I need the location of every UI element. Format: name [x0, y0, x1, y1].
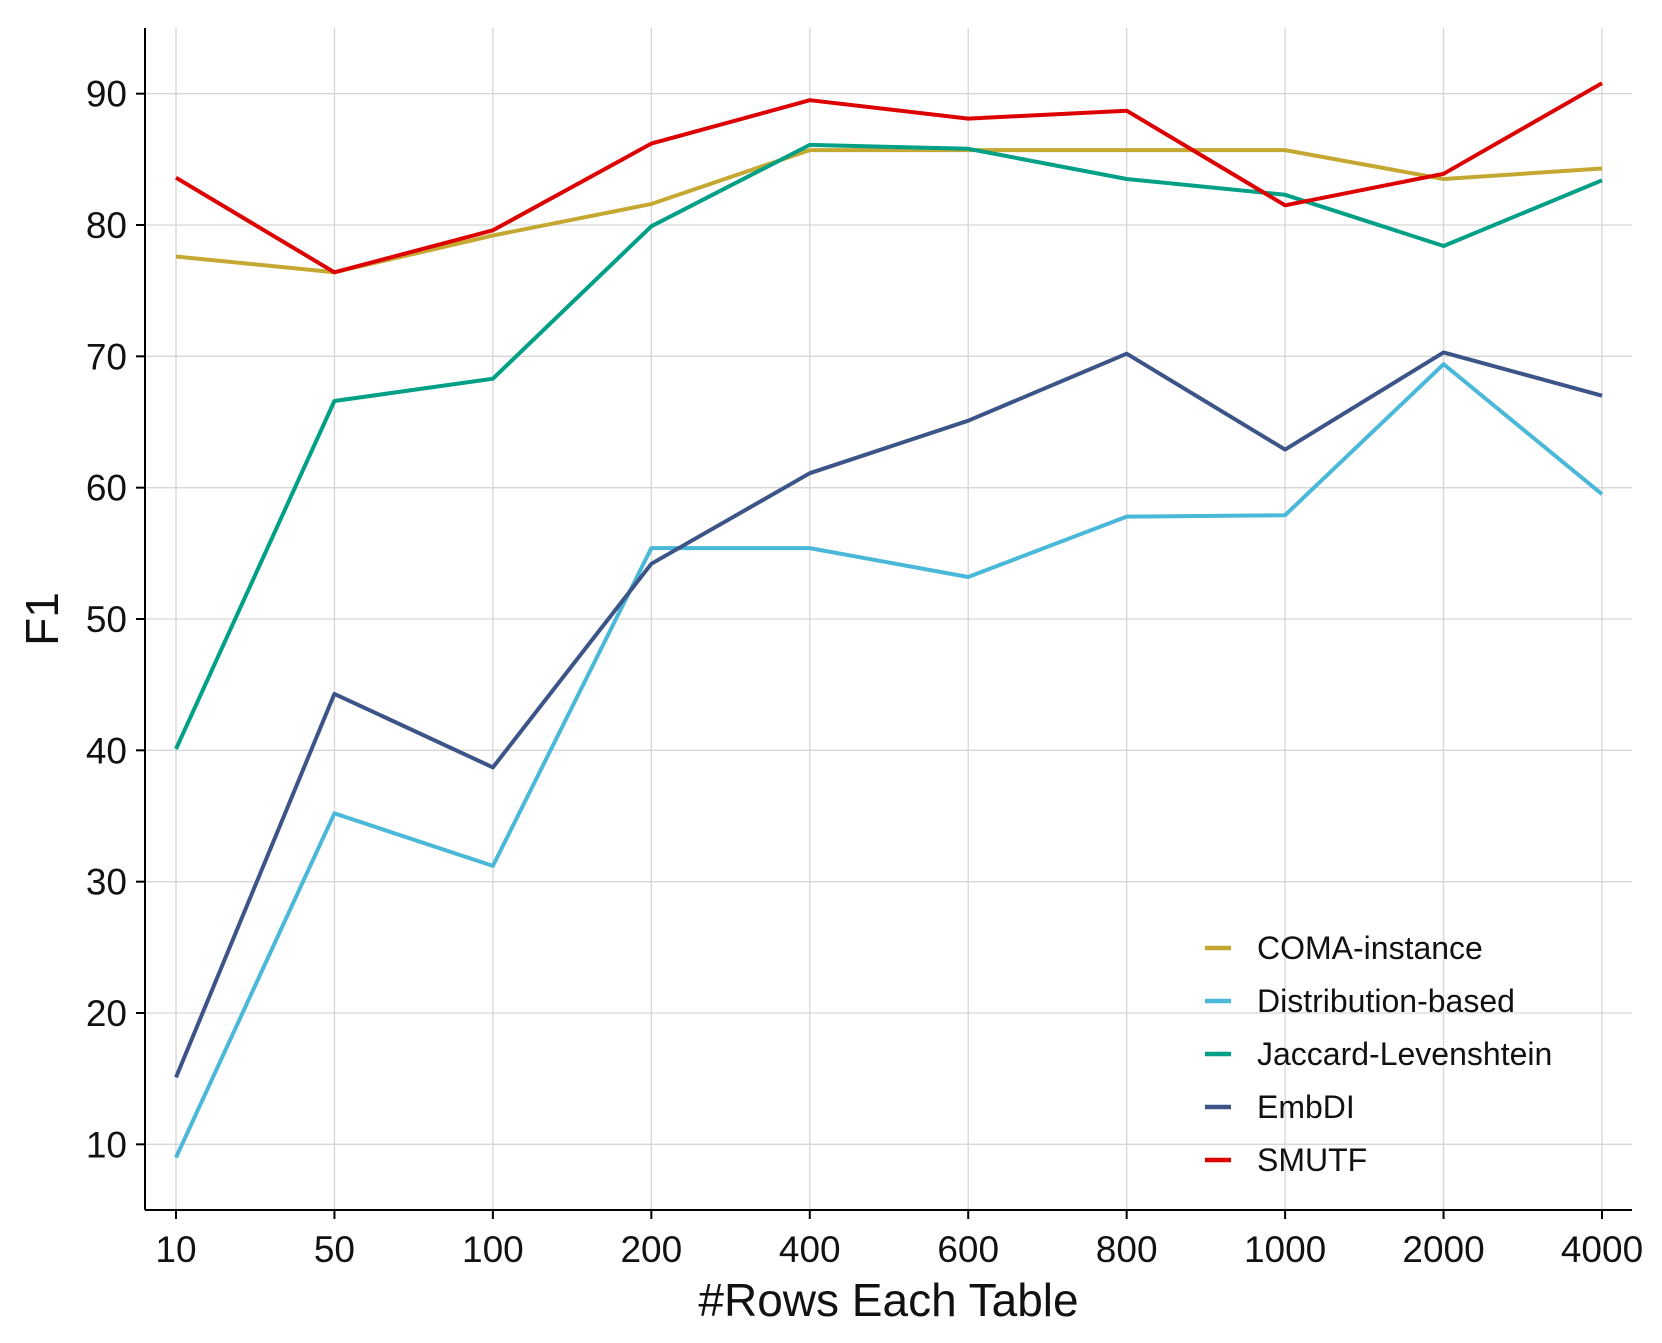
y-tick-label: 40 [86, 730, 127, 771]
x-tick-label: 10 [155, 1229, 196, 1270]
y-tick-label: 90 [86, 74, 127, 115]
x-tick-label: 200 [620, 1229, 682, 1270]
y-axis-title: F1 [16, 592, 68, 646]
legend-label: SMUTF [1257, 1142, 1367, 1178]
x-tick-label: 400 [779, 1229, 841, 1270]
x-tick-label: 50 [314, 1229, 355, 1270]
legend: COMA-instance Distribution-based Jaccard-L… [1205, 930, 1552, 1178]
series-line-coma-instance [175, 148, 1603, 275]
series-line-smutf [174, 81, 1603, 275]
x-axis-title: #Rows Each Table [698, 1274, 1078, 1326]
y-tick-label: 50 [86, 599, 127, 640]
y-tick-label: 70 [86, 336, 127, 377]
legend-label: Distribution-based [1257, 983, 1515, 1019]
x-tick-label: 100 [462, 1229, 524, 1270]
series-lines [174, 81, 1604, 1159]
y-tick-label: 30 [86, 862, 127, 903]
ticks: 10 50 100 200 400 600 800 1000 2000 4000 10 20 30 40 5… [86, 74, 1643, 1270]
legend-label: Jaccard-Levenshtein [1257, 1036, 1552, 1072]
series-line-embdi [174, 350, 1603, 1079]
grid [145, 28, 1632, 1210]
series-line-distribution-based [174, 362, 1604, 1159]
x-tick-label: 2000 [1402, 1229, 1484, 1270]
y-tick-label: 80 [86, 205, 127, 246]
y-tick-label: 60 [86, 468, 127, 509]
x-tick-label: 4000 [1561, 1229, 1643, 1270]
legend-label: EmbDI [1257, 1089, 1355, 1125]
y-tick-label: 20 [86, 993, 127, 1034]
x-tick-label: 1000 [1244, 1229, 1326, 1270]
x-tick-label: 800 [1096, 1229, 1158, 1270]
series-line-jaccard-levenshtein [174, 142, 1603, 750]
y-tick-label: 10 [86, 1124, 127, 1165]
x-tick-label: 600 [937, 1229, 999, 1270]
legend-label: COMA-instance [1257, 930, 1483, 966]
